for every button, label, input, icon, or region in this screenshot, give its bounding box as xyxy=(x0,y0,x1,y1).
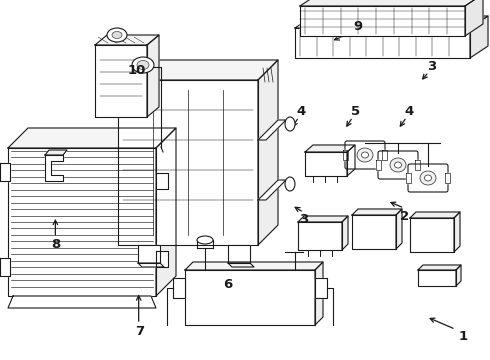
Polygon shape xyxy=(410,212,460,218)
FancyBboxPatch shape xyxy=(408,164,448,192)
Ellipse shape xyxy=(424,175,432,181)
Polygon shape xyxy=(465,0,483,36)
Polygon shape xyxy=(45,150,67,155)
Ellipse shape xyxy=(390,158,406,172)
Polygon shape xyxy=(376,160,381,170)
Polygon shape xyxy=(156,251,168,267)
Polygon shape xyxy=(95,35,159,45)
Polygon shape xyxy=(156,128,176,296)
Polygon shape xyxy=(445,173,450,183)
Text: 4: 4 xyxy=(297,105,306,118)
Polygon shape xyxy=(95,45,147,117)
Text: 1: 1 xyxy=(459,330,467,343)
Text: 5: 5 xyxy=(351,105,360,118)
Ellipse shape xyxy=(362,152,368,158)
Text: 2: 2 xyxy=(400,210,409,222)
Polygon shape xyxy=(8,148,156,296)
Polygon shape xyxy=(295,28,470,58)
Polygon shape xyxy=(0,258,10,276)
Polygon shape xyxy=(300,0,483,6)
Ellipse shape xyxy=(137,60,149,69)
Polygon shape xyxy=(410,218,454,252)
Ellipse shape xyxy=(197,236,213,244)
Polygon shape xyxy=(396,209,402,249)
Text: 3: 3 xyxy=(299,213,308,226)
Text: 7: 7 xyxy=(135,325,144,338)
Text: 6: 6 xyxy=(223,278,232,291)
Polygon shape xyxy=(138,263,164,267)
Polygon shape xyxy=(8,296,156,308)
Polygon shape xyxy=(470,16,488,58)
Polygon shape xyxy=(258,120,286,140)
Polygon shape xyxy=(185,262,323,270)
Ellipse shape xyxy=(285,177,295,191)
Ellipse shape xyxy=(107,28,127,42)
Polygon shape xyxy=(342,216,348,250)
Ellipse shape xyxy=(420,171,436,185)
Polygon shape xyxy=(295,16,488,28)
Polygon shape xyxy=(305,152,347,176)
Polygon shape xyxy=(382,150,387,160)
Text: 4: 4 xyxy=(405,105,414,118)
Polygon shape xyxy=(454,212,460,252)
Polygon shape xyxy=(352,215,396,249)
Polygon shape xyxy=(298,216,348,222)
Ellipse shape xyxy=(132,57,154,73)
Polygon shape xyxy=(138,245,160,263)
Polygon shape xyxy=(118,60,278,80)
FancyBboxPatch shape xyxy=(378,151,418,179)
Polygon shape xyxy=(418,265,461,270)
Polygon shape xyxy=(300,6,465,36)
Text: 9: 9 xyxy=(353,21,362,33)
Polygon shape xyxy=(315,262,323,325)
Text: 10: 10 xyxy=(128,64,147,77)
Polygon shape xyxy=(156,173,168,189)
Polygon shape xyxy=(415,160,420,170)
Polygon shape xyxy=(347,145,355,176)
Ellipse shape xyxy=(394,162,401,168)
Polygon shape xyxy=(0,163,10,181)
Polygon shape xyxy=(258,180,286,200)
Polygon shape xyxy=(228,245,250,263)
Polygon shape xyxy=(305,145,355,152)
Polygon shape xyxy=(352,209,402,215)
Text: 8: 8 xyxy=(52,238,61,251)
Polygon shape xyxy=(118,80,258,245)
Polygon shape xyxy=(8,128,176,148)
Polygon shape xyxy=(298,222,342,250)
Polygon shape xyxy=(456,265,461,286)
Text: 3: 3 xyxy=(427,60,436,73)
Ellipse shape xyxy=(357,148,373,162)
Polygon shape xyxy=(418,270,456,286)
Ellipse shape xyxy=(112,31,122,39)
Polygon shape xyxy=(45,155,63,181)
Ellipse shape xyxy=(285,117,295,131)
Polygon shape xyxy=(406,173,411,183)
Polygon shape xyxy=(173,278,185,298)
Polygon shape xyxy=(315,278,327,298)
Polygon shape xyxy=(185,270,315,325)
Polygon shape xyxy=(258,60,278,245)
FancyBboxPatch shape xyxy=(345,141,385,169)
Polygon shape xyxy=(147,35,159,117)
Polygon shape xyxy=(228,263,254,267)
Polygon shape xyxy=(343,150,348,160)
